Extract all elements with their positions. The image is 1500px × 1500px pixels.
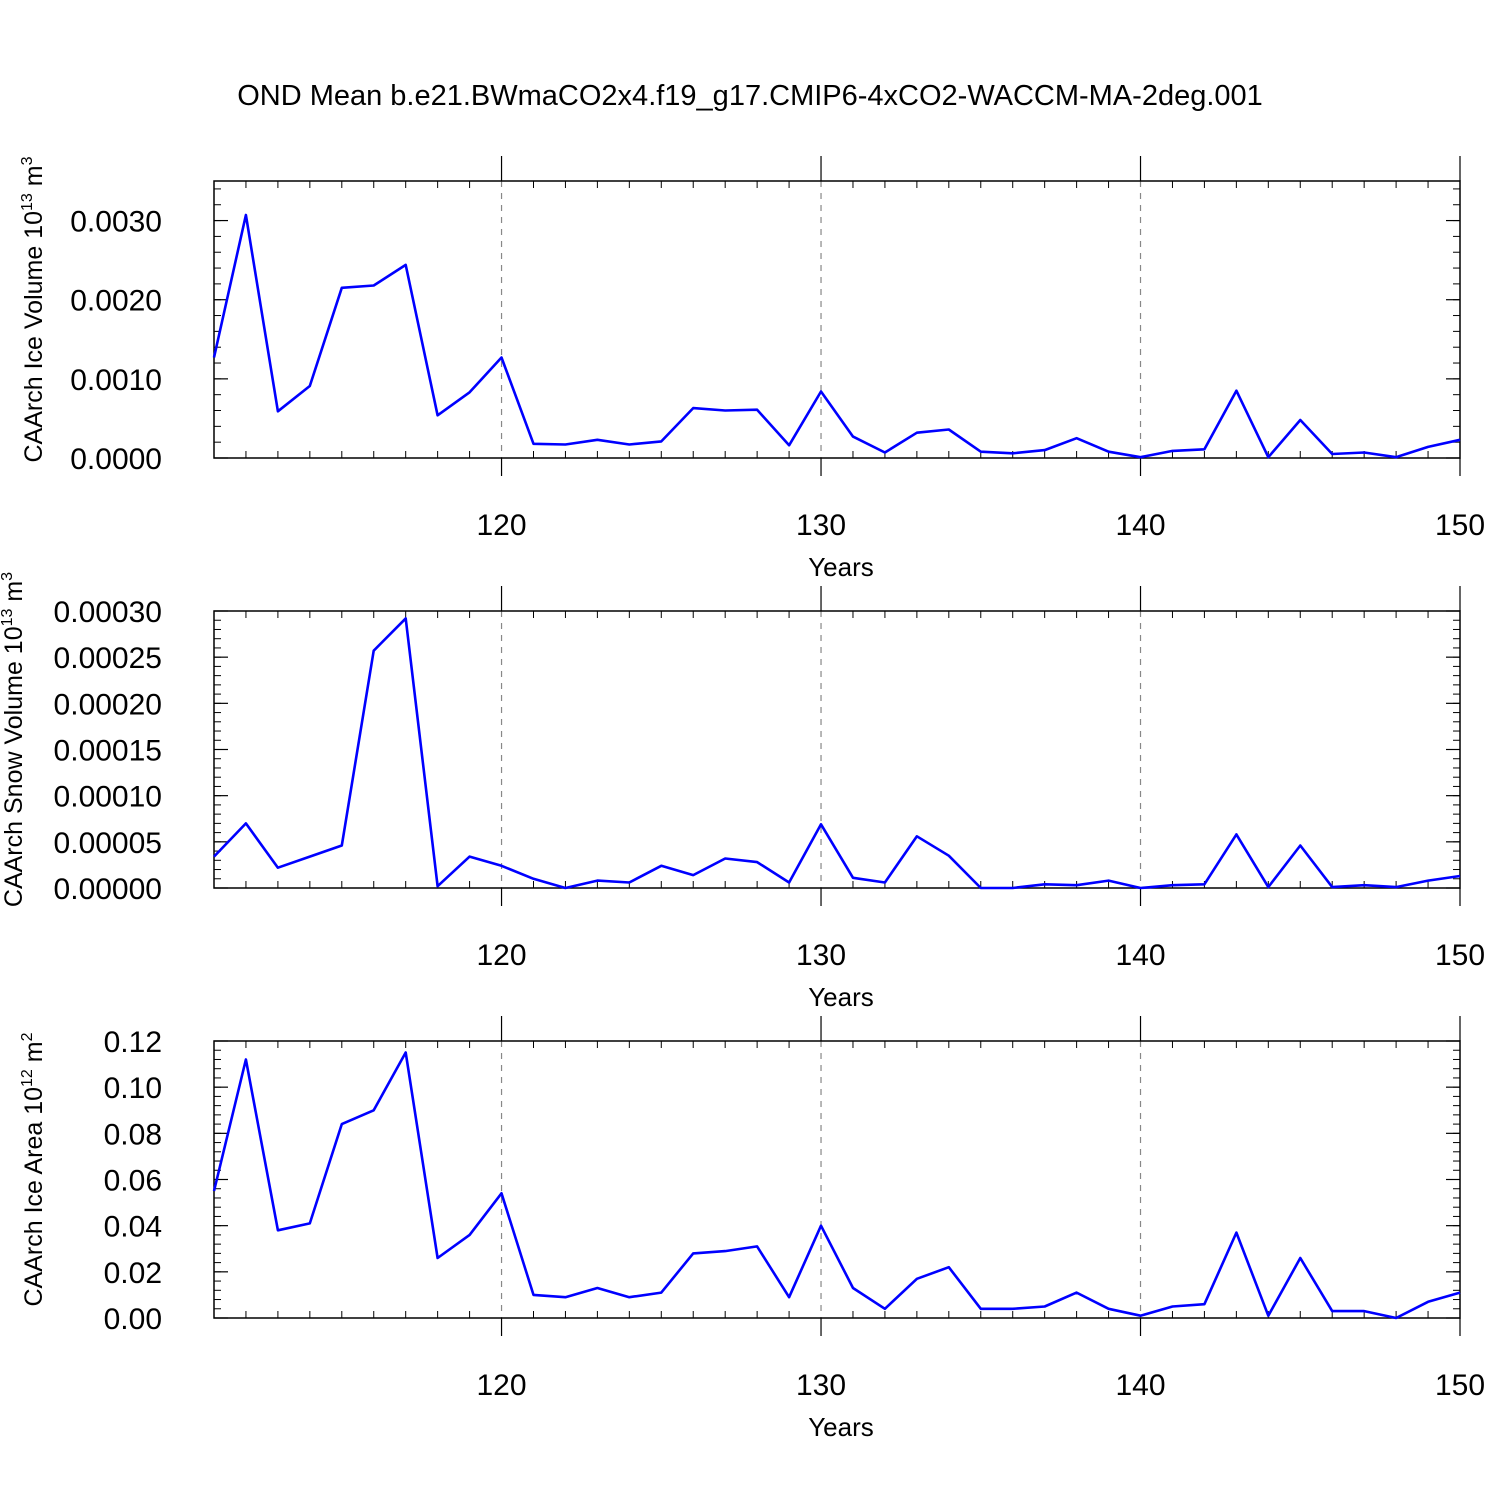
y-tick-label: 0.10 [104, 1072, 162, 1105]
y-tick-label: 0.06 [104, 1165, 162, 1198]
figure-title: OND Mean b.e21.BWmaCO2x4.f19_g17.CMIP6-4… [237, 80, 1263, 112]
y-tick-label: 0.00000 [54, 873, 162, 906]
x-tick-label: 140 [1115, 1369, 1165, 1402]
y-tick-label: 0.0010 [70, 364, 162, 397]
plot-frame [213, 180, 1461, 459]
plot-frame [213, 1040, 1461, 1319]
series-line [212, 1051, 1461, 1320]
series-line [212, 213, 1461, 459]
x-tick-label: 130 [796, 509, 846, 542]
y-tick-label: 0.12 [104, 1026, 162, 1059]
chart-panel-1: 120 130 140 150 0.0000 0.0010 0.0020 0.0030 Year… [19, 156, 1485, 582]
x-tick-label: 140 [1115, 509, 1165, 542]
x-tick-label: 140 [1115, 939, 1165, 972]
plot-frame [213, 610, 1461, 889]
x-tick-label: 120 [477, 1369, 527, 1402]
y-tick-label: 0.00020 [54, 688, 162, 721]
y-tick-label: 0.00030 [54, 596, 162, 629]
y-tick-label: 0.00015 [54, 735, 162, 768]
series-line [213, 617, 1461, 890]
chart-panel-3: 120 130 140 150 0.00 0.02 0.04 0.06 0.08 0.10 0.12… [19, 1016, 1485, 1442]
x-axis-label: Years [808, 1412, 874, 1442]
y-tick-label: 0.00 [104, 1303, 162, 1336]
y-tick-label: 0.02 [104, 1257, 162, 1290]
x-tick-label: 120 [477, 939, 527, 972]
x-axis-label: Years [808, 552, 874, 582]
y-axis-label: CAArch Snow Volume 1013 m3 [0, 572, 28, 907]
y-tick-label: 0.00010 [54, 781, 162, 814]
x-tick-label: 120 [477, 509, 527, 542]
y-axis-label: CAArch Ice Volume 1013 m3 [19, 156, 48, 462]
x-axis-label: Years [808, 982, 874, 1012]
x-tick-label: 150 [1435, 509, 1485, 542]
x-tick-label: 130 [796, 1369, 846, 1402]
y-tick-label: 0.0030 [70, 206, 162, 239]
y-tick-label: 0.00025 [54, 642, 162, 675]
y-axis-label: CAArch Ice Area 1012 m2 [19, 1032, 48, 1306]
x-tick-label: 130 [796, 939, 846, 972]
chart-panel-2: 120 130 140 150 0.00000 0.00005 0.00010 0.00015… [0, 572, 1485, 1012]
y-tick-label: 0.08 [104, 1118, 162, 1151]
y-tick-label: 0.00005 [54, 827, 162, 860]
y-tick-label: 0.04 [104, 1211, 162, 1244]
y-tick-label: 0.0020 [70, 285, 162, 318]
x-tick-label: 150 [1435, 939, 1485, 972]
x-tick-label: 150 [1435, 1369, 1485, 1402]
y-tick-label: 0.0000 [70, 443, 162, 476]
